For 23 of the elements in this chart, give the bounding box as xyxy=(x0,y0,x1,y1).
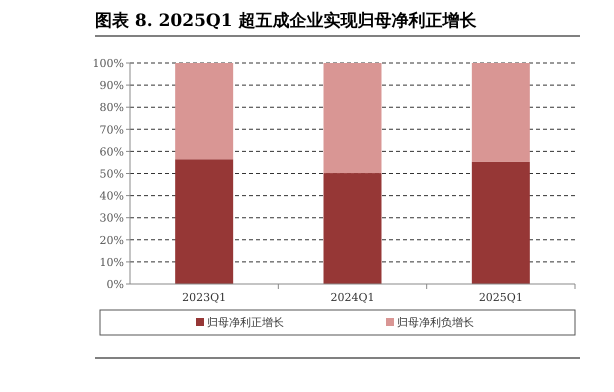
bar xyxy=(472,162,530,284)
y-tick-label: 0% xyxy=(106,278,124,291)
legend-label: 归母净利正增长 xyxy=(207,316,284,329)
x-tick-label: 2025Q1 xyxy=(478,291,523,304)
y-tick-label: 70% xyxy=(100,123,124,136)
bar xyxy=(175,63,234,160)
y-tick-label: 50% xyxy=(100,168,124,180)
bar xyxy=(324,63,382,174)
legend-label: 归母净利负增长 xyxy=(397,316,474,329)
y-tick-label: 100% xyxy=(92,57,124,70)
y-tick-label: 90% xyxy=(100,79,124,92)
x-tick-label: 2023Q1 xyxy=(182,291,226,304)
chart-title: 图表 8. 2025Q1 超五成企业实现归母净利正增长 xyxy=(95,11,478,31)
x-tick-label: 2024Q1 xyxy=(330,291,375,304)
y-tick-label: 20% xyxy=(100,234,124,247)
y-tick-label: 30% xyxy=(100,212,124,225)
bar xyxy=(175,159,234,284)
y-tick-label: 60% xyxy=(100,145,124,158)
bar xyxy=(472,63,530,162)
y-tick-label: 40% xyxy=(100,190,124,203)
bar xyxy=(324,173,382,284)
y-tick-label: 80% xyxy=(100,101,124,114)
y-tick-label: 10% xyxy=(100,256,124,269)
